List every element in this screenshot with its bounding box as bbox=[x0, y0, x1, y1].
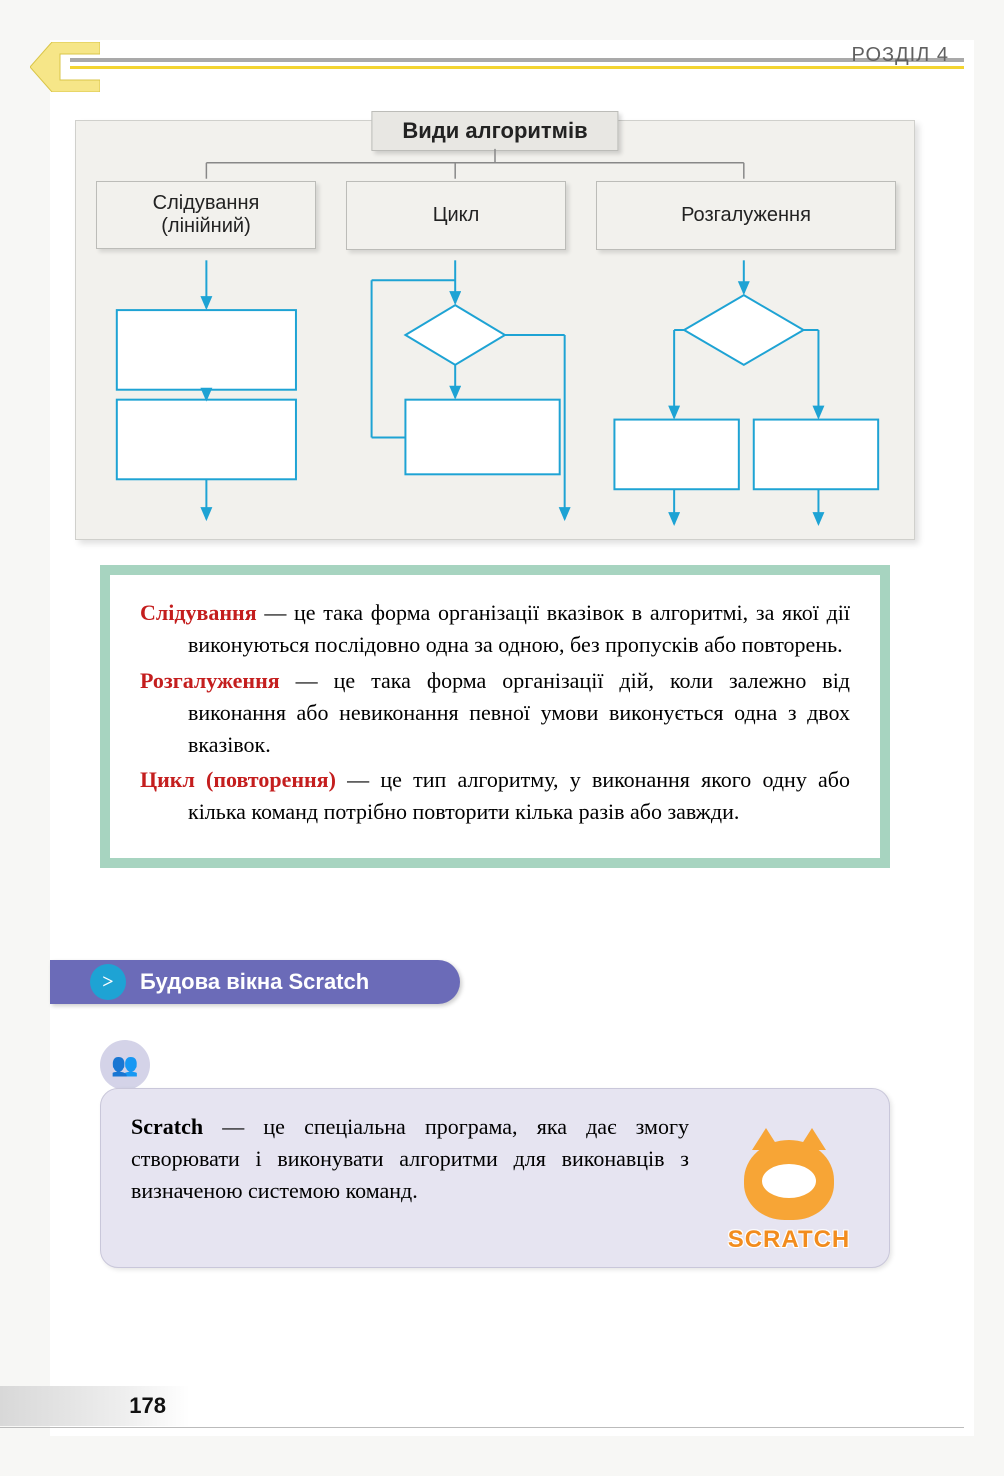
section-label: РОЗДІЛ 4 bbox=[852, 44, 949, 67]
page-number: 178 bbox=[129, 1393, 166, 1419]
scratch-text: Scratch — це спеціальна програма, яка да… bbox=[131, 1111, 689, 1207]
definition-item: Слідування — це така форма організації в… bbox=[140, 597, 850, 661]
header-rule-grey bbox=[70, 58, 964, 62]
diagram-column-header: Слідування(лінійний) bbox=[96, 181, 316, 249]
definition-term: Цикл (повторення) bbox=[140, 767, 336, 792]
scratch-term: Scratch bbox=[131, 1114, 203, 1139]
definition-term: Слідування bbox=[140, 600, 257, 625]
definition-text: — це така форма організації дій, коли за… bbox=[188, 668, 850, 757]
definition-term: Розгалуження bbox=[140, 668, 280, 693]
definitions-box: Слідування — це така форма організації в… bbox=[100, 565, 890, 868]
section-header-bar: > Будова вікна Scratch bbox=[50, 960, 460, 1004]
scratch-cat-icon bbox=[744, 1140, 834, 1220]
definition-text: — це така форма організації вказівок в а… bbox=[188, 600, 850, 657]
diagram-column-header: Розгалуження bbox=[596, 181, 896, 250]
scratch-logo: SCRATCH bbox=[709, 1104, 869, 1254]
diagram-column-header: Цикл bbox=[346, 181, 566, 250]
definition-item: Розгалуження — це така форма організації… bbox=[140, 665, 850, 761]
section-header-title: Будова вікна Scratch bbox=[140, 969, 369, 995]
definition-item: Цикл (повторення) — це тип алгоритму, у … bbox=[140, 764, 850, 828]
footer-rule bbox=[0, 1427, 964, 1428]
header-arrow-icon bbox=[30, 42, 100, 92]
scratch-body: — це спеціальна програма, яка дає змогу … bbox=[131, 1114, 689, 1203]
people-icon: 👥 bbox=[100, 1040, 150, 1090]
chevron-right-icon: > bbox=[90, 964, 126, 1000]
scratch-info-box: Scratch — це спеціальна програма, яка да… bbox=[100, 1088, 890, 1268]
page-number-wrap: 178 bbox=[0, 1386, 190, 1426]
algorithm-types-diagram: Види алгоритмів Слідування(лінійний)Цикл… bbox=[75, 120, 915, 540]
scratch-wordmark: SCRATCH bbox=[728, 1226, 851, 1254]
header-rule-yellow bbox=[70, 66, 964, 69]
